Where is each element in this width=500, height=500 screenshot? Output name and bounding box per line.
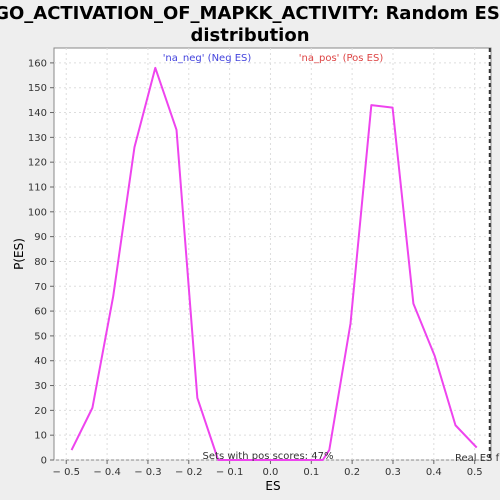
y-tick-label: 100 (28, 207, 47, 218)
y-tick-label: 60 (34, 307, 47, 318)
x-tick-label: 0.0 (263, 467, 279, 478)
pos-scores-annotation: Sets with pos scores: 47% (203, 451, 334, 462)
x-tick-label: − 0.2 (175, 467, 202, 478)
y-tick-label: 110 (28, 182, 47, 193)
x-tick-label: 0.5 (467, 467, 483, 478)
y-tick-label: 30 (34, 381, 47, 392)
x-tick-label: − 0.1 (216, 467, 243, 478)
y-tick-label: 70 (34, 282, 47, 293)
y-tick-label: 40 (34, 356, 47, 367)
plot-area (53, 47, 492, 461)
chart-title-line1: GO_ACTIVATION_OF_MAPKK_ACTIVITY: Random … (0, 3, 500, 24)
y-tick-label: 20 (34, 406, 47, 417)
x-tick-label: 0.1 (303, 467, 319, 478)
x-tick-label: 0.4 (426, 467, 442, 478)
y-tick-label: 140 (28, 108, 47, 119)
y-tick-label: 120 (28, 158, 47, 169)
y-tick-label: 90 (34, 232, 47, 243)
y-tick-label: 10 (34, 431, 47, 442)
y-tick-label: 130 (28, 133, 47, 144)
y-tick-label: 0 (41, 456, 47, 467)
x-tick-label: − 0.5 (53, 467, 80, 478)
legend-pos-label: 'na_pos' (Pos ES) (299, 53, 384, 64)
legend-neg-label: 'na_neg' (Neg ES) (163, 53, 252, 64)
y-axis-label: P(ES) (12, 238, 26, 270)
x-tick-label: 0.2 (344, 467, 360, 478)
grid-lines (54, 48, 491, 461)
x-tick-label: − 0.4 (93, 467, 120, 478)
y-tick-label: 50 (34, 331, 47, 342)
x-axis-label: ES (265, 479, 280, 493)
y-tick-label: 150 (28, 83, 47, 94)
y-tick-label: 160 (28, 58, 47, 69)
chart-title-line2: distribution (190, 25, 309, 46)
real-es-annotation: Real ES f (455, 453, 500, 464)
x-tick-label: − 0.3 (134, 467, 161, 478)
x-tick-label: 0.3 (385, 467, 401, 478)
axis-ticks: 0 10 20 30 40 50 60 70 80 90 100 110 120 130 140 150 160… (28, 58, 483, 478)
y-tick-label: 80 (34, 257, 47, 268)
series-line (70, 66, 478, 461)
